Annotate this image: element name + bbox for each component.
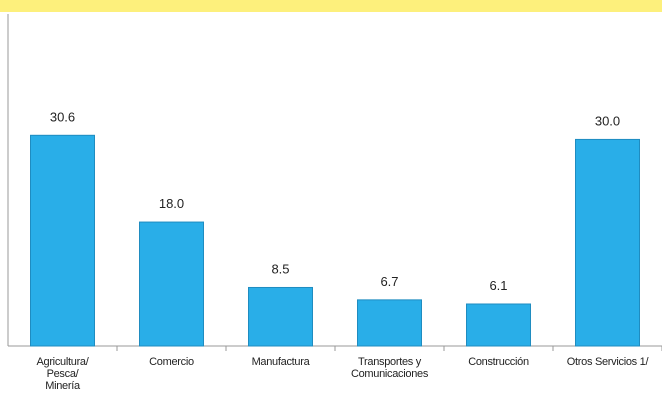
bar [248,286,313,347]
value-label: 30.6 [50,109,75,124]
bar [466,303,531,347]
bar [30,134,95,347]
bar [357,299,422,347]
x-tick-label: Otros Servicios 1/ [566,356,649,368]
x-tick-label: Comercio [149,356,194,368]
value-label: 18.0 [159,196,184,211]
x-tick-label: Transportes y Comunicaciones [350,356,429,380]
x-tick-label: Construcción [468,356,529,368]
header-band [0,0,662,12]
value-label: 8.5 [271,261,289,276]
value-label: 6.7 [380,274,398,289]
bar [139,221,204,347]
value-label: 6.1 [489,278,507,293]
x-tick-label: Agricultura/ Pesca/ Minería [36,356,89,392]
bar [575,138,640,347]
value-label: 30.0 [595,113,620,128]
x-tick-label: Manufactura [251,356,310,368]
